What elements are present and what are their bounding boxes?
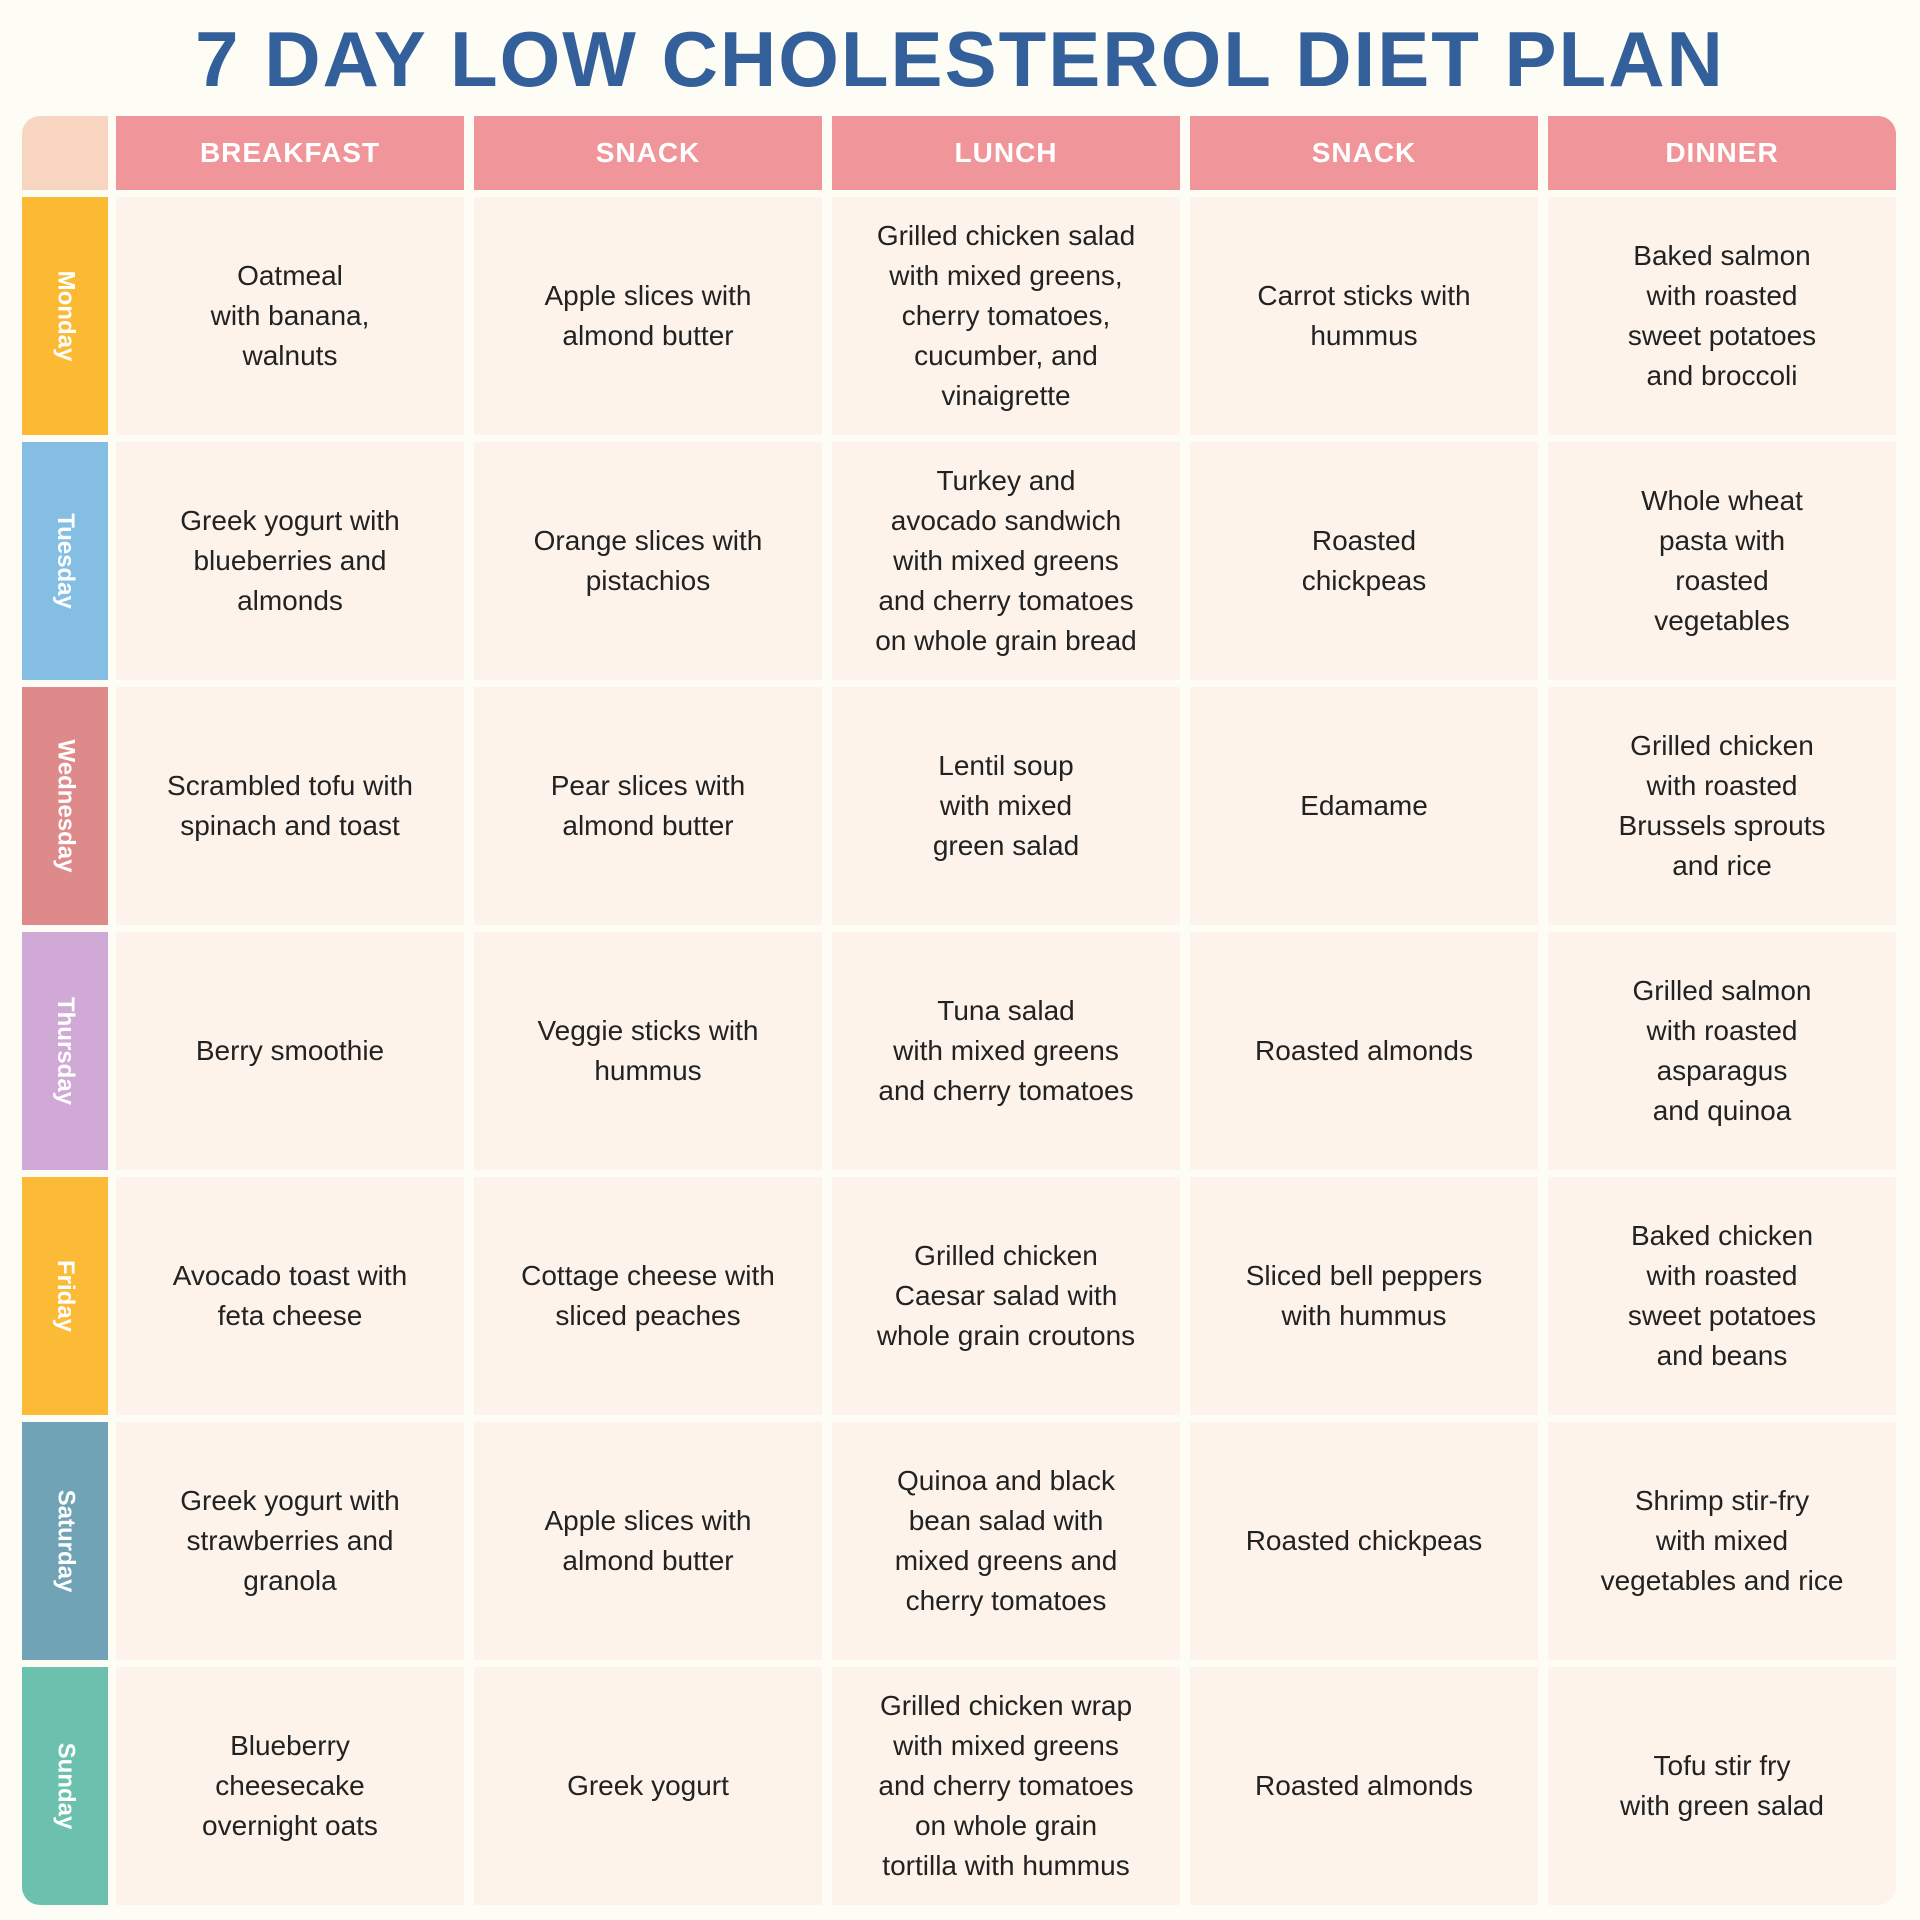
meal-cell: Turkey and avocado sandwich with mixed g… — [832, 442, 1180, 680]
meal-cell: Orange slices with pistachios — [474, 442, 822, 680]
meal-cell: Baked chicken with roasted sweet potatoe… — [1548, 1177, 1896, 1415]
column-header: SNACK — [1190, 116, 1538, 190]
meal-cell: Grilled chicken with roasted Brussels sp… — [1548, 687, 1896, 925]
meal-cell: Scrambled tofu with spinach and toast — [116, 687, 464, 925]
meal-cell: Oatmeal with banana, walnuts — [116, 197, 464, 435]
day-label: Sunday — [52, 1742, 79, 1830]
meal-cell: Grilled chicken wrap with mixed greens a… — [832, 1667, 1180, 1905]
title: 7 DAY LOW CHOLESTEROL DIET PLAN — [195, 15, 1725, 103]
day-header: Wednesday — [22, 687, 108, 925]
day-header: Saturday — [22, 1422, 108, 1660]
day-label: Friday — [52, 1259, 79, 1333]
day-header: Thursday — [22, 932, 108, 1170]
meal-cell: Roasted chickpeas — [1190, 1422, 1538, 1660]
meal-cell: Pear slices with almond butter — [474, 687, 822, 925]
meal-cell: Greek yogurt with blueberries and almond… — [116, 442, 464, 680]
day-header: Monday — [22, 197, 108, 435]
day-label: Thursday — [52, 996, 79, 1106]
meal-cell: Tuna salad with mixed greens and cherry … — [832, 932, 1180, 1170]
day-label: Saturday — [52, 1489, 80, 1593]
column-header: BREAKFAST — [116, 116, 464, 190]
day-label: Tuesday — [52, 513, 79, 609]
meal-cell: Greek yogurt — [474, 1667, 822, 1905]
meal-cell: Cottage cheese with sliced peaches — [474, 1177, 822, 1415]
column-header: LUNCH — [832, 116, 1180, 190]
meal-cell: Tofu stir fry with green salad — [1548, 1667, 1896, 1905]
meal-cell: Whole wheat pasta with roasted vegetable… — [1548, 442, 1896, 680]
meal-cell: Roasted chickpeas — [1190, 442, 1538, 680]
corner-cell — [22, 116, 108, 190]
meal-cell: Shrimp stir-fry with mixed vegetables an… — [1548, 1422, 1896, 1660]
day-header: Tuesday — [22, 442, 108, 680]
day-header: Friday — [22, 1177, 108, 1415]
meal-cell: Roasted almonds — [1190, 932, 1538, 1170]
column-header: DINNER — [1548, 116, 1896, 190]
meal-cell: Quinoa and black bean salad with mixed g… — [832, 1422, 1180, 1660]
meal-cell: Edamame — [1190, 687, 1538, 925]
meal-cell: Lentil soup with mixed green salad — [832, 687, 1180, 925]
meal-cell: Baked salmon with roasted sweet potatoes… — [1548, 197, 1896, 435]
meal-cell: Apple slices with almond butter — [474, 197, 822, 435]
day-label: Monday — [52, 270, 80, 362]
meal-cell: Sliced bell peppers with hummus — [1190, 1177, 1538, 1415]
meal-cell: Grilled chicken Caesar salad with whole … — [832, 1177, 1180, 1415]
meal-cell: Roasted almonds — [1190, 1667, 1538, 1905]
meal-cell: Carrot sticks with hummus — [1190, 197, 1538, 435]
day-label: Wednesday — [52, 739, 79, 873]
meal-cell: Berry smoothie — [116, 932, 464, 1170]
meal-cell: Grilled salmon with roasted asparagus an… — [1548, 932, 1896, 1170]
meal-cell: Avocado toast with feta cheese — [116, 1177, 464, 1415]
meal-cell: Greek yogurt with strawberries and grano… — [116, 1422, 464, 1660]
meal-cell: Grilled chicken salad with mixed greens,… — [832, 197, 1180, 435]
meal-cell: Apple slices with almond butter — [474, 1422, 822, 1660]
meal-cell: Veggie sticks with hummus — [474, 932, 822, 1170]
day-header: Sunday — [22, 1667, 108, 1905]
meal-cell: Blueberry cheesecake overnight oats — [116, 1667, 464, 1905]
column-header: SNACK — [474, 116, 822, 190]
